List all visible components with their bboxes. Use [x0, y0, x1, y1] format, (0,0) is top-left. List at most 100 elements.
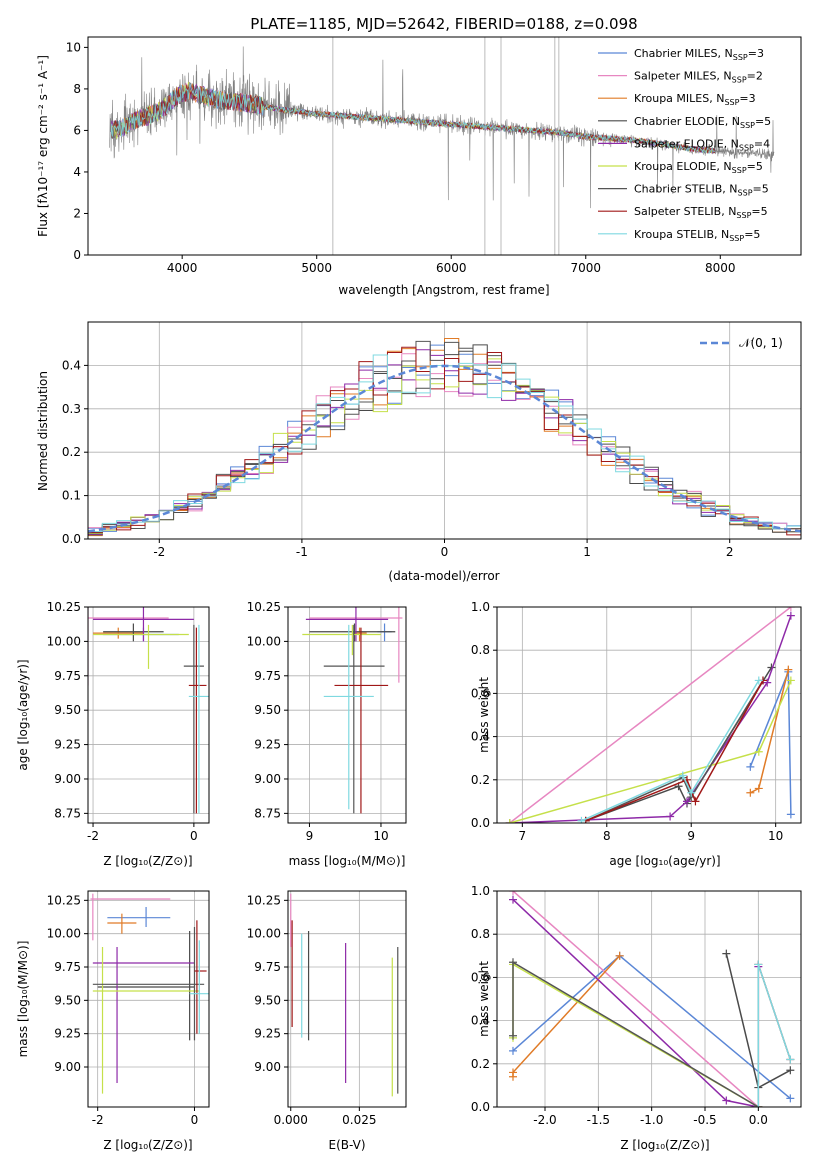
mass-vs-metallicity-panel: -2 0 9.00 9.25 9.50 9.75 10.00 10.25: [47, 890, 210, 1127]
x-tick-label: 0: [190, 829, 198, 843]
y-tick-label: 0.6: [471, 686, 490, 700]
histogram-salpeter_stelib: [88, 346, 801, 539]
weight-marker-kroupa_miles: [615, 951, 624, 960]
age-vs-mass-panel: 9 10 8.75 9.00 9.25 9.50 9.75 10.00 10.25: [247, 600, 407, 843]
legend-tail: =5: [747, 160, 763, 173]
plot-area: [302, 607, 403, 814]
legend-text: Salpeter ELODIE, N: [634, 137, 739, 150]
weight-line-salpeter_miles: [509, 607, 792, 823]
y-tick-label: 9.00: [54, 1060, 81, 1074]
y-tick-label: 6: [73, 123, 81, 137]
histogram-ylabel: Normed distribution: [36, 371, 50, 491]
y-tick-label: 9.50: [54, 703, 81, 717]
legend-entry-7: Salpeter STELIB, NSSP=5: [634, 205, 768, 220]
y-tick-label: 9.25: [254, 1027, 281, 1041]
legend-text: Kroupa MILES, N: [634, 92, 724, 105]
legend-text: Chabrier ELODIE, N: [634, 115, 740, 128]
y-tick-label: 0.0: [471, 1100, 490, 1114]
y-tick-label: 1.0: [471, 884, 490, 898]
y-tick-label: 0.0: [471, 816, 490, 830]
y-tick-label: 0.4: [471, 730, 490, 744]
gaussian-legend-label: 𝒩(0, 1): [739, 336, 783, 350]
legend-entry-2: Kroupa MILES, NSSP=3: [634, 92, 756, 107]
x-tick-label: 0: [191, 1113, 199, 1127]
y-tick-label: 8: [73, 82, 81, 96]
axes: 7 8 9 10 0.0 0.2 0.4 0.6 0.8 1.0: [471, 600, 802, 843]
legend-text: Salpeter STELIB, N: [634, 205, 736, 218]
legend-sub: SSP: [739, 143, 754, 152]
x-tick-label: 0.0: [749, 1113, 768, 1127]
axes: -2 -1 0 1 2 0.0 0.1 0.2 0.3 0.4: [62, 321, 802, 559]
axes: -2.0 -1.5 -1.0 -0.5 0.0 0.0 0.2 0.4 0.6 0.8 1.0: [471, 884, 802, 1127]
axes: -2 0 9.00 9.25 9.50 9.75 10.00 10.25: [47, 890, 210, 1127]
legend-text: Chabrier MILES, N: [634, 47, 733, 60]
weight-line-salpeter_miles: [512, 891, 759, 1107]
model-spectrum-kroupa_stelib: [110, 83, 715, 155]
mass-weight-vs-metallicity-panel: -2.0 -1.5 -1.0 -0.5 0.0 0.0 0.2 0.4 0.6 0.8 1.0: [471, 884, 802, 1127]
axes-frame: [87, 606, 210, 824]
legend-entry-4: Salpeter ELODIE, NSSP=4: [634, 137, 770, 152]
y-tick-label: 0.2: [62, 445, 81, 459]
y-tick-label: 9.75: [254, 960, 281, 974]
weight-marker-kroupa_stelib: [754, 676, 763, 685]
y-tick-label: 0.8: [471, 643, 490, 657]
x-tick-label: 2: [726, 545, 734, 559]
weight-marker-salpeter_miles: [786, 607, 795, 611]
axes: 0.000 0.025 9.00 9.25 9.50 9.75 10.00 10.25: [247, 890, 407, 1127]
x-tick-label: 5000: [301, 261, 332, 275]
x-tick-label: 8000: [705, 261, 736, 275]
y-tick-label: 10: [66, 40, 81, 54]
z-xlabel-bottom: Z [log₁₀(Z/Z⊙)]: [103, 1138, 192, 1152]
axes-frame: [496, 606, 802, 824]
x-tick-label: 6000: [436, 261, 467, 275]
axes-frame: [87, 36, 802, 256]
x-tick-label: 0: [441, 545, 449, 559]
weight-marker-chabrier_miles: [746, 762, 755, 771]
legend-sub: SSP: [733, 53, 748, 62]
legend-tail: =3: [739, 92, 755, 105]
legend-tail: =5: [755, 115, 771, 128]
x-tick-label: -2: [92, 1113, 104, 1127]
x-tick-label: 4000: [167, 261, 198, 275]
y-tick-label: 9.25: [254, 738, 281, 752]
legend-entry-6: Chabrier STELIB, NSSP=5: [634, 183, 769, 198]
y-tick-label: 0.2: [471, 773, 490, 787]
weight-marker-kroupa_stelib: [577, 816, 586, 823]
legend-sub: SSP: [729, 234, 744, 243]
plot-area: [290, 893, 399, 1097]
x-tick-label: 7: [519, 829, 527, 843]
weight-marker-chabrier_elodie: [722, 949, 731, 958]
legend-text: Salpeter MILES, N: [634, 70, 732, 83]
weight-marker-kroupa_miles: [746, 788, 755, 797]
axes: 9 10 8.75 9.00 9.25 9.50 9.75 10.00 10.25: [247, 600, 407, 843]
y-tick-label: 0.4: [62, 358, 81, 372]
z-xlabel-right: Z [log₁₀(Z/Z⊙)]: [620, 1138, 709, 1152]
weight-marker-salpeter_elodie: [786, 611, 795, 620]
weight-marker-salpeter_elodie: [509, 895, 517, 904]
y-tick-label: 0.3: [62, 402, 81, 416]
weight-marker-chabrier_stelib: [509, 1031, 517, 1040]
weight-marker-chabrier_miles: [509, 1046, 517, 1055]
legend-entry-3: Chabrier ELODIE, NSSP=5: [634, 115, 771, 130]
y-tick-label: 10.25: [47, 893, 81, 907]
mass-weight-ylabel-top: mass weight: [477, 677, 491, 753]
weight-marker-chabrier_miles: [786, 1094, 795, 1103]
y-tick-label: 0.6: [471, 970, 490, 984]
y-tick-label: 9.00: [254, 1060, 281, 1074]
x-tick-label: 9: [687, 829, 695, 843]
legend-sub: SSP: [738, 189, 753, 198]
y-tick-label: 10.00: [247, 927, 281, 941]
y-tick-label: 0.1: [62, 489, 81, 503]
weight-marker-kroupa_miles: [754, 784, 763, 793]
y-tick-label: 10.25: [247, 600, 281, 614]
legend-sub: SSP: [736, 211, 751, 220]
weight-marker-chabrier_stelib: [509, 958, 517, 967]
x-tick-label: -2: [153, 545, 165, 559]
x-tick-label: 7000: [570, 261, 601, 275]
age-xlabel-right: age [log₁₀(age/yr)]: [609, 854, 720, 868]
y-tick-label: 8.75: [54, 806, 81, 820]
weight-marker-kroupa_stelib: [678, 771, 687, 780]
legend-tail: =5: [744, 228, 760, 241]
